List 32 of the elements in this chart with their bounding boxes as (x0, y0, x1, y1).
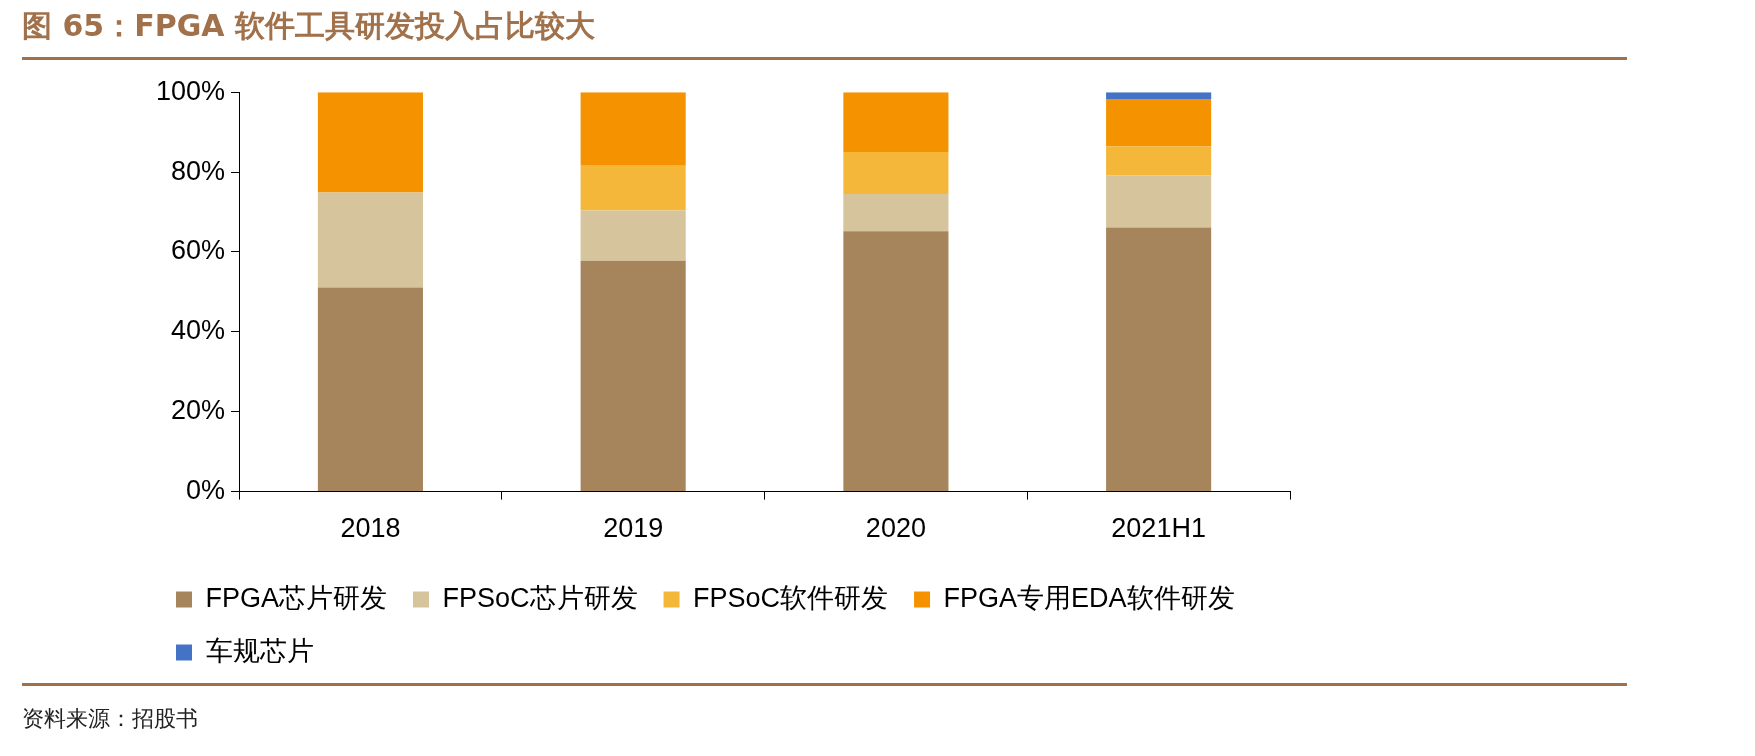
bar (843, 194, 949, 232)
x-tick-label: 2019 (603, 513, 664, 544)
bar (843, 92, 949, 153)
bar (580, 260, 686, 492)
bar (317, 92, 423, 193)
bar (580, 165, 686, 211)
text: 资料来源：招股书 (22, 683, 1627, 734)
x-tick-label: 2018 (340, 513, 401, 544)
y-tick-label: 80% (171, 155, 226, 186)
bar (843, 152, 949, 195)
bar (1106, 227, 1212, 492)
legend-label: 车规芯片 (205, 635, 314, 666)
chart-title: 图 65：FPGA 软件工具研发投入占比较大 (22, 6, 1627, 60)
legend-label: FPGA芯片研发 (205, 582, 388, 613)
bar (1106, 175, 1212, 228)
x-tick-label: 2021H1 (1111, 513, 1206, 544)
legend-label: FPSoC软件研发 (693, 582, 889, 613)
bar (580, 92, 686, 166)
bar (1106, 98, 1212, 147)
x-tick-label: 2020 (865, 513, 926, 544)
y-tick-label: 60% (171, 235, 226, 266)
y-tick-label: 20% (171, 395, 226, 426)
legend-label: FPGA专用EDA软件研发 (943, 582, 1235, 613)
y-tick-label: 100% (155, 75, 226, 106)
bar (317, 192, 423, 288)
bar (580, 210, 686, 261)
legend-label: FPSoC芯片研发 (442, 582, 638, 613)
bar (317, 287, 423, 492)
bar (843, 231, 949, 492)
y-tick-label: 0% (186, 475, 226, 506)
bar (1106, 146, 1212, 176)
y-tick-label: 40% (171, 315, 226, 346)
